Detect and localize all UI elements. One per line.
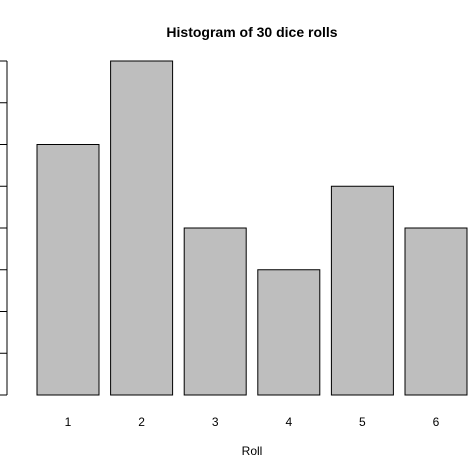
bar-1: [36, 144, 100, 396]
x-tick-label-3: 3: [212, 415, 219, 429]
chart-title: Histogram of 30 dice rolls: [166, 24, 337, 40]
bar-4: [257, 269, 321, 396]
bars: [36, 60, 468, 396]
x-tick-label-4: 4: [285, 415, 292, 429]
x-tick-label-6: 6: [433, 415, 440, 429]
bar-2: [110, 60, 174, 396]
x-tick-labels: 1 2 3 4 5 6: [65, 415, 440, 429]
bar-6: [404, 227, 468, 396]
x-tick-label-2: 2: [138, 415, 145, 429]
bar-5: [330, 185, 394, 396]
x-tick-label-1: 1: [65, 415, 72, 429]
x-tick-label-5: 5: [359, 415, 366, 429]
x-axis-label: Roll: [242, 444, 263, 458]
y-axis: [0, 60, 8, 396]
bar-3: [183, 227, 247, 396]
